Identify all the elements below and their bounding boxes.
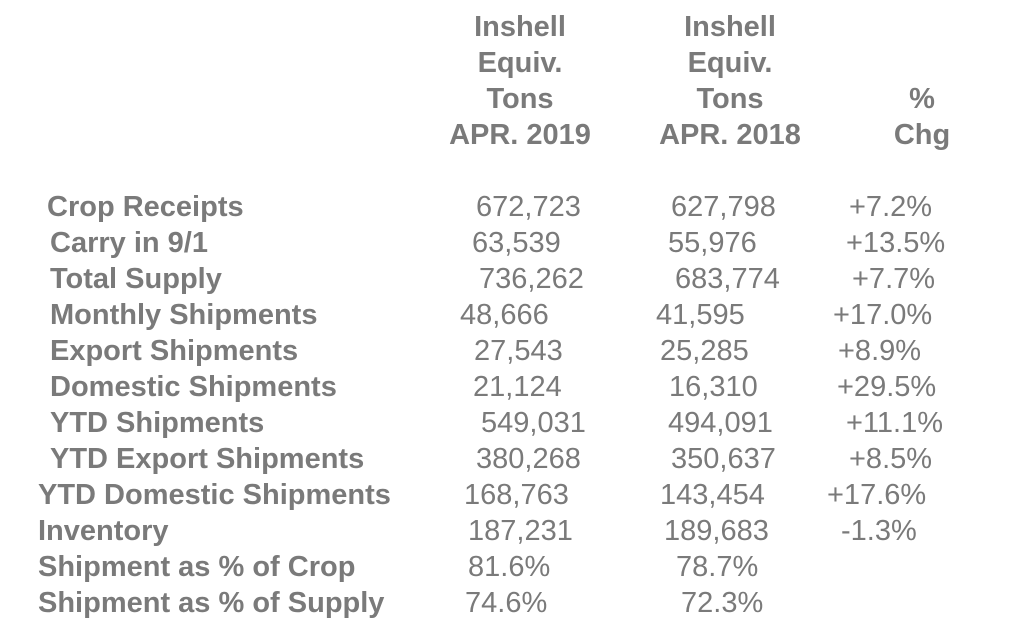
value-chg: +29.5% bbox=[837, 371, 937, 403]
value-2019: 549,031 bbox=[481, 407, 586, 439]
value-2018: 494,091 bbox=[668, 407, 773, 439]
value-2019: 672,723 bbox=[476, 191, 581, 223]
row-label: Inventory bbox=[38, 515, 169, 547]
row-label: Shipment as % of Supply bbox=[38, 587, 385, 619]
row-label: YTD Shipments bbox=[50, 407, 265, 439]
value-2018: 189,683 bbox=[664, 515, 769, 547]
value-2019: 81.6% bbox=[468, 551, 551, 583]
header-2019-line-3: Tons bbox=[486, 83, 554, 115]
header-chg-line-2: Chg bbox=[893, 119, 951, 151]
header-pct-chg: % Chg bbox=[872, 81, 972, 153]
value-2019: 21,124 bbox=[473, 371, 562, 403]
value-2018: 350,637 bbox=[671, 443, 776, 475]
value-chg: +7.7% bbox=[852, 263, 936, 295]
value-2018: 78.7% bbox=[676, 551, 759, 583]
header-apr-2018: Inshell Equiv. Tons APR. 2018 bbox=[646, 9, 814, 153]
value-2019: 48,666 bbox=[460, 299, 549, 331]
row-label: Monthly Shipments bbox=[50, 299, 318, 331]
value-chg: +7.2% bbox=[849, 191, 933, 223]
header-2018-line-2: Equiv. bbox=[687, 47, 773, 79]
value-chg: +8.9% bbox=[838, 335, 922, 367]
value-2018: 55,976 bbox=[668, 227, 757, 259]
header-2019-line-1: Inshell bbox=[474, 11, 566, 43]
value-2018: 627,798 bbox=[671, 191, 776, 223]
value-chg: +13.5% bbox=[846, 227, 946, 259]
value-2019: 74.6% bbox=[465, 587, 548, 619]
value-2018: 143,454 bbox=[660, 479, 765, 511]
row-label: Shipment as % of Crop bbox=[38, 551, 356, 583]
value-2018: 16,310 bbox=[669, 371, 758, 403]
header-2018-line-1: Inshell bbox=[684, 11, 776, 43]
value-chg: +11.1% bbox=[846, 407, 944, 439]
value-2018: 72.3% bbox=[681, 587, 764, 619]
row-label: YTD Domestic Shipments bbox=[38, 479, 391, 511]
header-chg-line-1: % bbox=[909, 83, 935, 115]
row-label: YTD Export Shipments bbox=[50, 443, 365, 475]
value-2019: 380,268 bbox=[476, 443, 581, 475]
header-2019-line-2: Equiv. bbox=[477, 47, 563, 79]
value-chg: -1.3% bbox=[841, 515, 917, 547]
row-label: Total Supply bbox=[50, 263, 222, 295]
header-2018-line-4: APR. 2018 bbox=[659, 119, 801, 151]
value-2018: 25,285 bbox=[660, 335, 749, 367]
value-chg: +17.0% bbox=[833, 299, 933, 331]
value-chg: +17.6% bbox=[827, 479, 927, 511]
row-label: Carry in 9/1 bbox=[50, 227, 208, 259]
value-2018: 41,595 bbox=[656, 299, 745, 331]
value-2018: 683,774 bbox=[675, 263, 780, 295]
value-2019: 168,763 bbox=[464, 479, 569, 511]
header-2018-line-3: Tons bbox=[696, 83, 764, 115]
value-2019: 736,262 bbox=[479, 263, 584, 295]
row-label: Export Shipments bbox=[50, 335, 299, 367]
value-2019: 63,539 bbox=[472, 227, 561, 259]
header-apr-2019: Inshell Equiv. Tons APR. 2019 bbox=[436, 9, 604, 153]
value-2019: 187,231 bbox=[468, 515, 573, 547]
value-2019: 27,543 bbox=[474, 335, 563, 367]
value-chg: +8.5% bbox=[849, 443, 933, 475]
header-2019-line-4: APR. 2019 bbox=[449, 119, 591, 151]
row-label: Crop Receipts bbox=[47, 191, 244, 223]
row-label: Domestic Shipments bbox=[50, 371, 337, 403]
